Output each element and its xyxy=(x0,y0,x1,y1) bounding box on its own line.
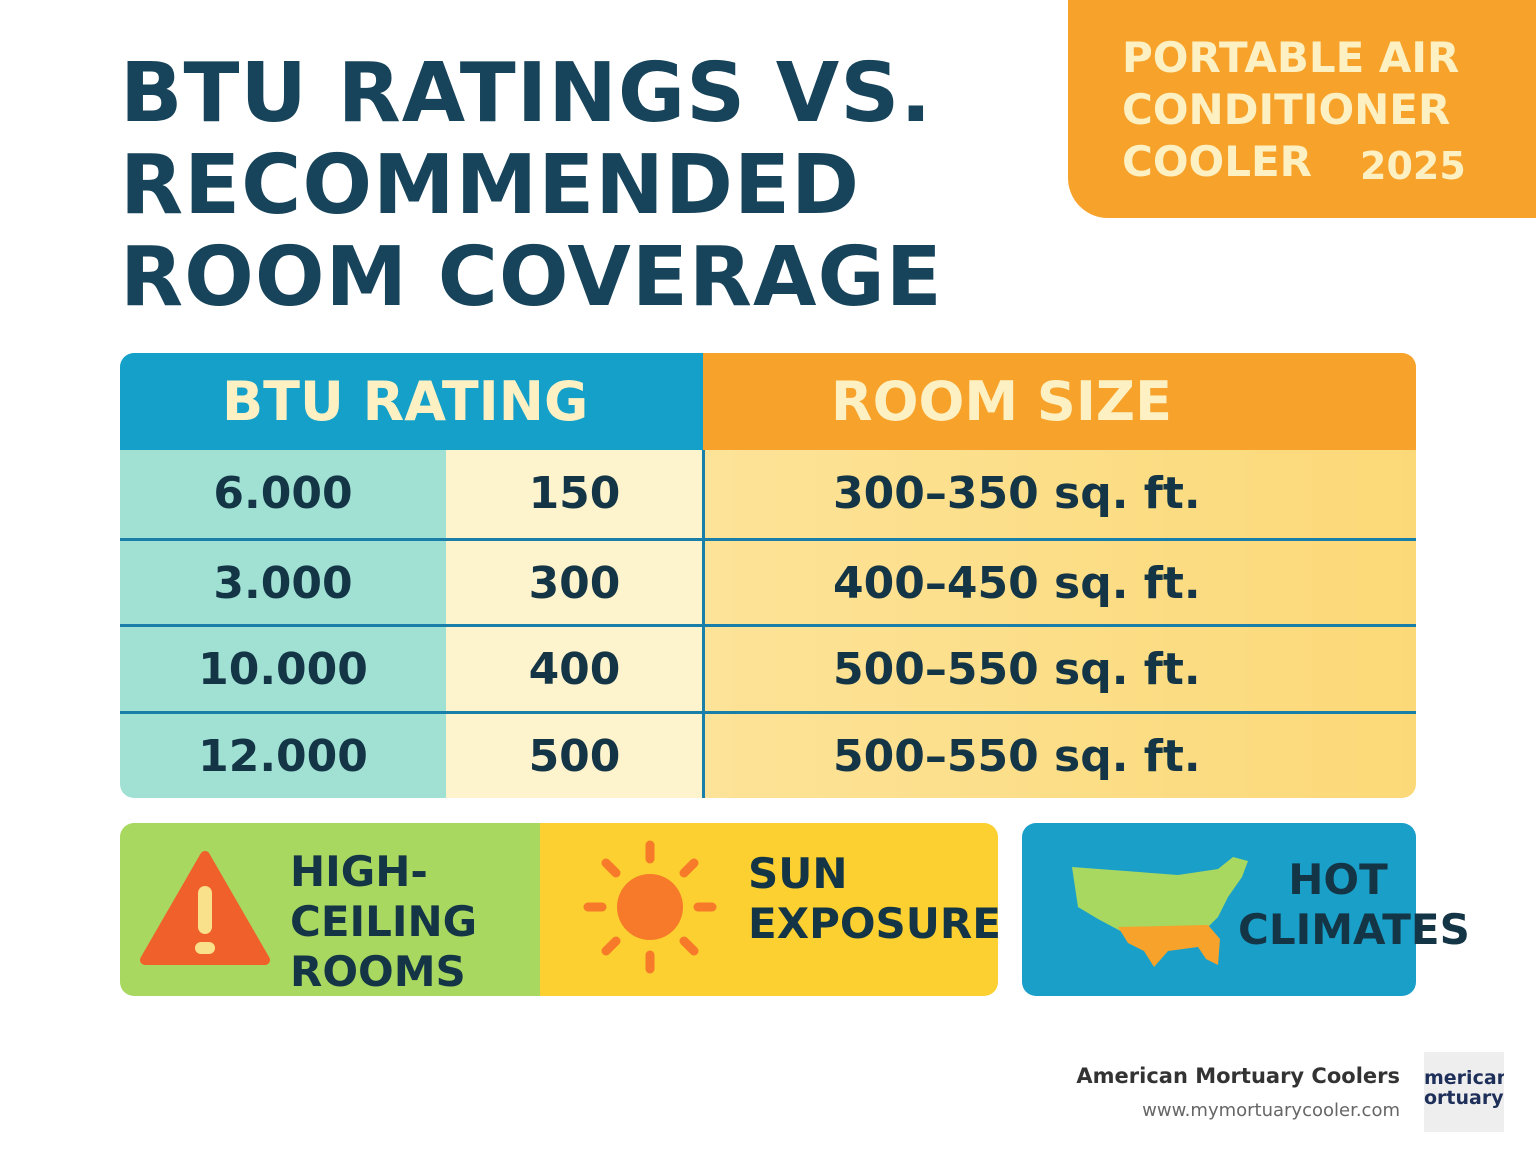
factor-line: CLIMATES xyxy=(1238,905,1470,954)
factor-line: CEILING xyxy=(290,897,478,946)
row-line xyxy=(120,711,1416,714)
table-cell: 500 xyxy=(528,730,621,782)
factor-bg xyxy=(540,823,998,996)
factor-box: HOT CLIMATES xyxy=(1022,823,1470,996)
logo: merican ortuary xyxy=(1424,1052,1504,1132)
warning-icon xyxy=(140,851,270,965)
table-cell: 300–350 sq. ft. xyxy=(833,467,1201,519)
title-line: ROOM COVERAGE xyxy=(120,230,943,325)
badge-line: CONDITIONER xyxy=(1122,85,1451,134)
sun-icon xyxy=(583,840,717,974)
table-cell: 150 xyxy=(528,467,621,519)
factor-line: SUN xyxy=(748,849,848,898)
url: www.mymortuarycooler.com xyxy=(1142,1100,1400,1121)
badge-line: PORTABLE AIR xyxy=(1122,33,1460,82)
logo-line: ortuary xyxy=(1424,1087,1504,1109)
row-line xyxy=(120,624,1416,627)
title-line: BTU RATINGS VS. xyxy=(120,46,933,141)
logo-line: merican xyxy=(1424,1067,1504,1089)
table-cell: 12.000 xyxy=(198,730,368,782)
factor-text: HIGH- CEILING ROOMS xyxy=(290,847,477,996)
header-cell: BTU RATING xyxy=(120,353,703,450)
table-cell: 500–550 sq. ft. xyxy=(833,730,1201,782)
badge: PORTABLE AIR CONDITIONER COOLER 2025 xyxy=(1068,0,1536,218)
badge-year: 2025 xyxy=(1360,144,1466,188)
factor-line: ROOMS xyxy=(290,947,466,996)
table-cell: 500–550 sq. ft. xyxy=(833,643,1201,695)
factor-text: SUN EXPOSURE xyxy=(748,849,998,949)
title-line: RECOMMENDED xyxy=(120,138,861,233)
factor-line: EXPOSURE xyxy=(748,899,998,948)
factor-group: HIGH- CEILING ROOMS SUN EXPOSURE xyxy=(120,823,998,996)
row-line xyxy=(120,538,1416,541)
table-cell: 10.000 xyxy=(198,643,368,695)
table-cell: 3.000 xyxy=(213,557,353,609)
table-cell: 400 xyxy=(528,643,621,695)
badge-line: COOLER xyxy=(1122,137,1313,186)
header-cell: ROOM SIZE xyxy=(703,353,1416,450)
table-cell: 400–450 sq. ft. xyxy=(833,557,1201,609)
factor-text: HOT CLIMATES xyxy=(1238,855,1470,955)
table-cell: 6.000 xyxy=(213,467,353,519)
table: BTU RATING ROOM SIZE 6.000 150 300–350 sq.… xyxy=(120,353,1416,798)
factor-line: HOT xyxy=(1288,855,1388,904)
title: BTU RATINGS VS. RECOMMENDED ROOM COVERAG… xyxy=(120,48,943,324)
map-icon xyxy=(1072,857,1248,967)
table-cell: 300 xyxy=(528,557,621,609)
factor-line: HIGH- xyxy=(290,847,428,896)
company: American Mortuary Coolers xyxy=(1076,1064,1400,1088)
